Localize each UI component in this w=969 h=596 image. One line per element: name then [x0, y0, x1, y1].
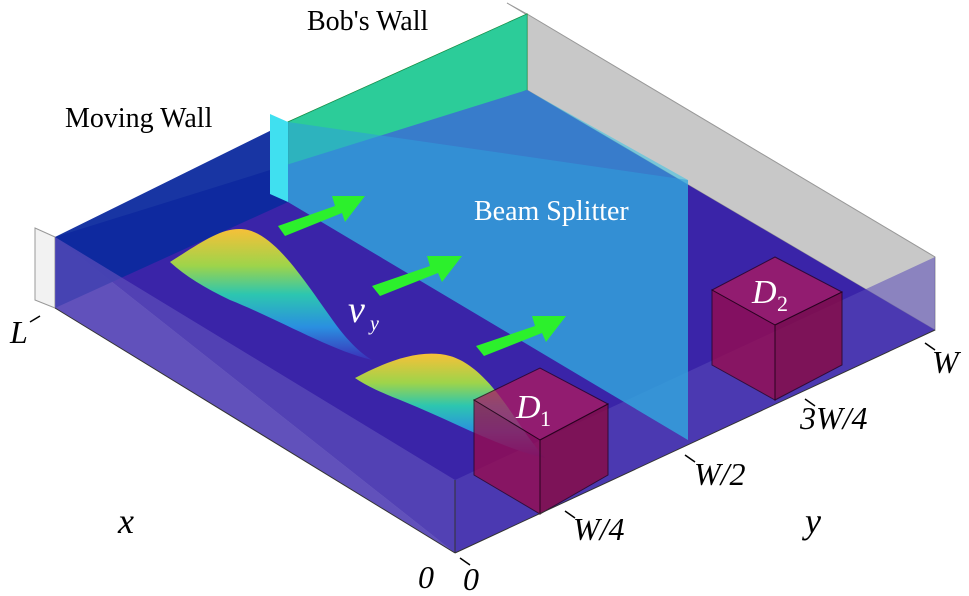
x-axis-label: x [117, 501, 134, 541]
y-tick-label-w2: W/2 [694, 456, 746, 492]
detector-d1-subscript: 1 [540, 406, 551, 431]
wave-packet-1 [170, 229, 372, 360]
detector-d2-subscript: 2 [777, 291, 788, 316]
velocity-subscript: y [368, 313, 379, 335]
x-tick-label-L: L [9, 314, 28, 350]
y-tick-label-w4: W/4 [573, 511, 625, 547]
front-slab [55, 237, 935, 553]
beam-splitter-main [288, 122, 688, 440]
front-edge-line [54, 307, 456, 554]
moving-wall-edge [270, 114, 288, 202]
velocity-arrow-3 [476, 316, 566, 356]
x-tick-label-0: 0 [418, 559, 434, 595]
moving-wall-label: Moving Wall [65, 103, 213, 134]
y-tick-label-0: 0 [463, 561, 479, 596]
bobs-wall-label: Bob's Wall [307, 6, 429, 37]
x-tick-L [29, 315, 41, 323]
y-tick-w [924, 342, 936, 351]
velocity-arrow-2 [372, 256, 462, 296]
detector-d2: D 2 [710, 256, 844, 401]
side-edge-line [454, 329, 936, 554]
y-tick-0 [459, 557, 471, 566]
left-edge-wall [34, 227, 56, 309]
detector-d1: D 1 [472, 367, 610, 515]
y-tick-w2 [684, 454, 696, 463]
beam-splitter-label: Beam Splitter [474, 196, 629, 227]
y-axis-label: y [802, 501, 821, 541]
velocity-arrow-1 [278, 196, 365, 236]
y-tick-w4 [564, 510, 576, 519]
y-tick-label-w: W [932, 344, 962, 380]
detector-d1-label: D [515, 389, 541, 426]
moving-wall [55, 122, 288, 308]
velocity-label: v [348, 289, 365, 331]
y-tick-label-3w4: 3W/4 [799, 400, 868, 436]
detector-d2-label: D [751, 274, 777, 311]
y-tick-3w4 [804, 398, 816, 407]
